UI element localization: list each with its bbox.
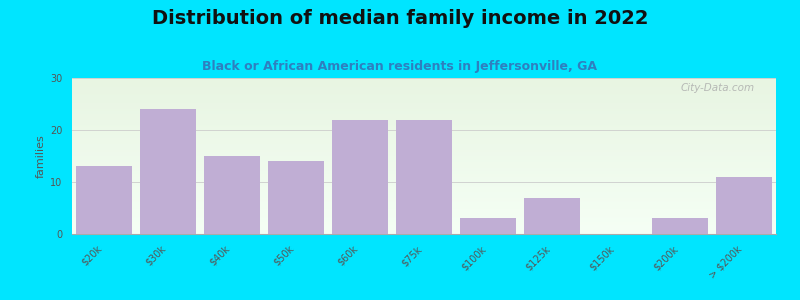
Bar: [396, 120, 452, 234]
Bar: [140, 109, 196, 234]
Bar: [204, 156, 260, 234]
Bar: [268, 161, 324, 234]
Text: City-Data.com: City-Data.com: [681, 83, 755, 93]
Bar: [524, 198, 580, 234]
Text: Distribution of median family income in 2022: Distribution of median family income in …: [152, 9, 648, 28]
Bar: [76, 167, 132, 234]
Bar: [332, 120, 388, 234]
Bar: [652, 218, 708, 234]
Bar: [460, 218, 516, 234]
Text: Black or African American residents in Jeffersonville, GA: Black or African American residents in J…: [202, 60, 598, 73]
Bar: [716, 177, 772, 234]
Y-axis label: families: families: [36, 134, 46, 178]
